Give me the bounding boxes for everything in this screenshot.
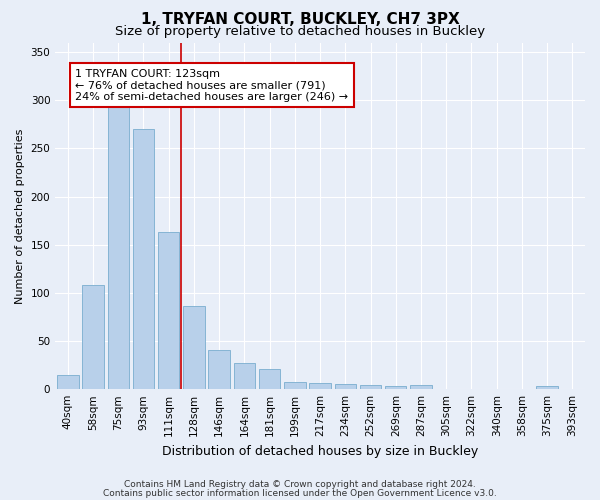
Bar — [82, 285, 104, 389]
Text: 1, TRYFAN COURT, BUCKLEY, CH7 3PX: 1, TRYFAN COURT, BUCKLEY, CH7 3PX — [140, 12, 460, 28]
Bar — [233, 363, 255, 389]
Bar — [208, 350, 230, 389]
Bar — [410, 386, 432, 389]
Bar — [259, 369, 280, 389]
Text: Size of property relative to detached houses in Buckley: Size of property relative to detached ho… — [115, 25, 485, 38]
Bar — [284, 382, 305, 389]
Bar — [183, 306, 205, 389]
X-axis label: Distribution of detached houses by size in Buckley: Distribution of detached houses by size … — [162, 444, 478, 458]
Text: 1 TRYFAN COURT: 123sqm
← 76% of detached houses are smaller (791)
24% of semi-de: 1 TRYFAN COURT: 123sqm ← 76% of detached… — [76, 68, 349, 102]
Bar — [310, 384, 331, 389]
Bar — [57, 374, 79, 389]
Text: Contains public sector information licensed under the Open Government Licence v3: Contains public sector information licen… — [103, 489, 497, 498]
Bar — [536, 386, 558, 389]
Bar — [360, 386, 381, 389]
Bar — [385, 386, 406, 389]
Text: Contains HM Land Registry data © Crown copyright and database right 2024.: Contains HM Land Registry data © Crown c… — [124, 480, 476, 489]
Bar — [158, 232, 179, 389]
Y-axis label: Number of detached properties: Number of detached properties — [15, 128, 25, 304]
Bar — [107, 107, 129, 389]
Bar — [133, 129, 154, 389]
Bar — [335, 384, 356, 389]
